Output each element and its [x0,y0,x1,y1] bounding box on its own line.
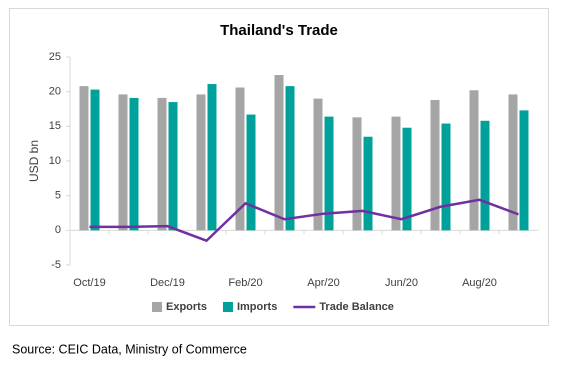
bar [157,97,167,231]
legend-label: Imports [237,301,277,313]
bar [79,86,89,231]
bar [430,99,440,231]
bar [118,94,128,231]
y-tick-label: 25 [49,51,61,63]
bar [391,116,401,231]
y-tick-label: 20 [49,86,61,98]
bar [207,84,217,231]
bar [274,75,284,231]
bar [90,89,100,231]
legend-swatch [152,302,162,312]
x-tick-label: Dec/19 [150,277,185,289]
x-tick-label: Feb/20 [228,277,262,289]
x-tick-label: Apr/20 [307,277,339,289]
y-tick-label: 5 [55,190,61,202]
x-tick-label: Jun/20 [385,277,418,289]
y-tick-label: 15 [49,120,61,132]
bar [469,90,479,231]
bar [246,114,256,231]
bar [508,94,518,231]
y-tick-label: -5 [51,259,61,271]
chart-title: Thailand's Trade [220,22,338,39]
legend-label: Trade Balance [319,301,394,313]
y-tick-label: 10 [49,155,61,167]
y-axis-label: USD bn [27,140,41,182]
legend-label: Exports [166,301,207,313]
bar [196,94,206,231]
bar [285,86,295,231]
x-tick-label: Aug/20 [462,277,497,289]
bar [129,97,139,231]
x-tick-label: Oct/19 [73,277,105,289]
bar [235,87,245,231]
line [89,198,519,243]
legend-swatch [222,302,233,312]
bar [480,120,490,231]
bar [352,117,362,231]
bar [168,102,178,231]
y-tick-label: 0 [55,224,61,236]
bar [519,110,529,231]
bar [402,127,412,231]
bar [324,116,334,231]
bar [441,123,451,231]
bar [363,136,373,231]
source-note: Source: CEIC Data, Ministry of Commerce [12,342,247,356]
bar [313,98,323,231]
